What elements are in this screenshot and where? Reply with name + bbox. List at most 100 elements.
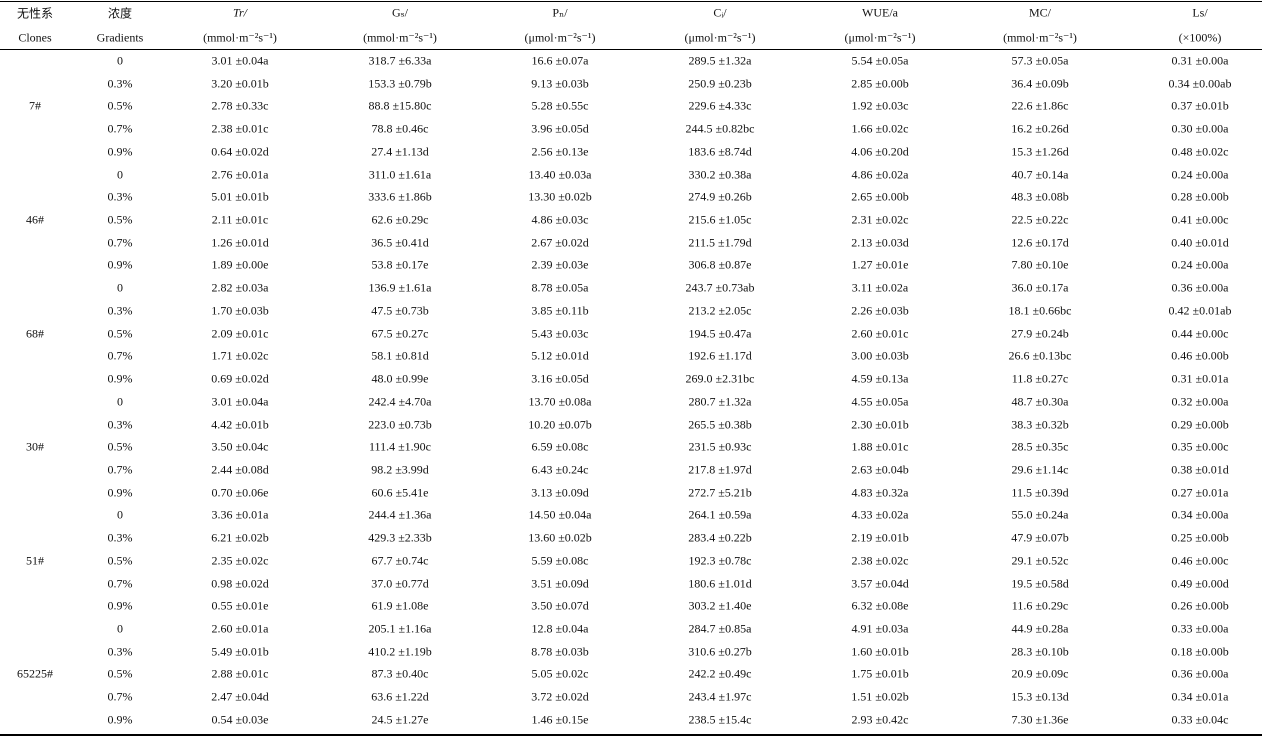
gradient-cell: 0.5% [107,212,133,227]
value-cell: 37.0 ±0.77d [371,576,429,591]
value-cell: 13.70 ±0.08a [528,394,592,409]
header-cell: (μmol·m⁻²s⁻¹) [844,30,916,45]
value-cell: 4.86 ±0.02a [851,167,909,182]
value-cell: 242.2 ±0.49c [688,666,752,681]
value-cell: 211.5 ±1.79d [688,235,752,250]
value-cell: 27.4 ±1.13d [371,144,429,159]
value-cell: 306.8 ±0.87e [688,257,752,272]
value-cell: 0.41 ±0.00c [1171,212,1229,227]
value-cell: 0.28 ±0.00b [1171,189,1229,204]
gradient-cell: 0.9% [107,371,133,386]
header-cell: Cᵢ/ [713,5,727,20]
value-cell: 12.6 ±0.17d [1011,235,1069,250]
value-cell: 11.6 ±0.29c [1011,598,1069,613]
value-cell: 0.46 ±0.00c [1171,553,1229,568]
clone-label: 51# [26,553,44,568]
value-cell: 14.50 ±0.04a [528,507,592,522]
header-cell: Ls/ [1192,5,1208,20]
value-cell: 2.85 ±0.00b [851,76,909,91]
value-cell: 26.6 ±0.13bc [1008,348,1072,363]
value-cell: 283.4 ±0.22b [688,530,752,545]
value-cell: 0.18 ±0.00b [1171,644,1229,659]
value-cell: 0.37 ±0.01b [1171,98,1229,113]
value-cell: 4.33 ±0.02a [851,507,909,522]
header-cell: Tr/ [232,5,248,20]
value-cell: 11.8 ±0.27c [1011,371,1069,386]
value-cell: 311.0 ±1.61a [368,167,432,182]
gradient-cell: 0.7% [107,235,133,250]
value-cell: 192.3 ±0.78c [688,553,752,568]
value-cell: 213.2 ±2.05c [688,303,752,318]
value-cell: 289.5 ±1.32a [688,53,752,68]
gradient-cell: 0.5% [107,666,133,681]
value-cell: 0.38 ±0.01d [1171,462,1229,477]
value-cell: 205.1 ±1.16a [368,621,432,636]
value-cell: 36.4 ±0.09b [1011,76,1069,91]
value-cell: 243.4 ±1.97c [688,689,752,704]
value-cell: 215.6 ±1.05c [688,212,752,227]
value-cell: 12.8 ±0.04a [531,621,589,636]
value-cell: 36.0 ±0.17a [1011,280,1069,295]
value-cell: 0.70 ±0.06e [211,485,269,500]
gradient-cell: 0.5% [107,98,133,113]
header-cell: Clones [18,30,52,45]
value-cell: 1.75 ±0.01b [851,666,909,681]
value-cell: 274.9 ±0.26b [688,189,752,204]
value-cell: 0.54 ±0.03e [211,712,269,727]
value-cell: 3.51 ±0.09d [531,576,589,591]
value-cell: 5.54 ±0.05a [851,53,909,68]
value-cell: 47.9 ±0.07b [1011,530,1069,545]
value-cell: 0.46 ±0.00b [1171,348,1229,363]
value-cell: 78.8 ±0.46c [371,121,429,136]
value-cell: 19.5 ±0.58d [1011,576,1069,591]
value-cell: 0.69 ±0.02d [211,371,269,386]
gradient-cell: 0.9% [107,712,133,727]
value-cell: 2.60 ±0.01a [211,621,269,636]
value-cell: 67.5 ±0.27c [371,326,429,341]
gradient-cell: 0.9% [107,257,133,272]
value-cell: 250.9 ±0.23b [688,76,752,91]
value-cell: 2.11 ±0.01c [211,212,269,227]
value-cell: 1.46 ±0.15e [531,712,589,727]
value-cell: 0.36 ±0.00a [1171,666,1229,681]
value-cell: 53.8 ±0.17e [371,257,429,272]
value-cell: 0.24 ±0.00a [1171,257,1229,272]
value-cell: 13.40 ±0.03a [528,167,592,182]
value-cell: 4.86 ±0.03c [531,212,589,227]
value-cell: 318.7 ±6.33a [368,53,432,68]
value-cell: 136.9 ±1.61a [368,280,432,295]
gradient-cell: 0.7% [107,462,133,477]
value-cell: 2.19 ±0.01b [851,530,909,545]
header-cell: (μmol·m⁻²s⁻¹) [524,30,596,45]
value-cell: 22.5 ±0.22c [1011,212,1069,227]
value-cell: 2.76 ±0.01a [211,167,269,182]
gradient-cell: 0.9% [107,598,133,613]
gradient-cell: 0.9% [107,485,133,500]
value-cell: 6.43 ±0.24c [531,462,589,477]
value-cell: 2.47 ±0.04d [211,689,269,704]
value-cell: 28.3 ±0.10b [1011,644,1069,659]
value-cell: 16.6 ±0.07a [531,53,589,68]
header-cell: Pₙ/ [552,5,568,20]
value-cell: 0.24 ±0.00a [1171,167,1229,182]
value-cell: 38.3 ±0.32b [1011,417,1069,432]
header-cell: Gₛ/ [391,5,409,20]
value-cell: 2.39 ±0.03e [531,257,589,272]
gradient-cell: 0.5% [107,326,133,341]
header-cell: (mmol·m⁻²s⁻¹) [1003,30,1077,45]
header-cell: Gradients [96,30,144,45]
value-cell: 303.2 ±1.40e [688,598,752,613]
value-cell: 272.7 ±5.21b [688,485,752,500]
value-cell: 4.55 ±0.05a [851,394,909,409]
value-cell: 4.91 ±0.03a [851,621,909,636]
value-cell: 153.3 ±0.79b [368,76,432,91]
value-cell: 2.78 ±0.33c [211,98,269,113]
gradient-cell: 0.7% [107,576,133,591]
value-cell: 5.43 ±0.03c [531,326,589,341]
value-cell: 2.30 ±0.01b [851,417,909,432]
value-cell: 1.70 ±0.03b [211,303,269,318]
value-cell: 13.60 ±0.02b [528,530,592,545]
value-cell: 44.9 ±0.28a [1011,621,1069,636]
value-cell: 63.6 ±1.22d [371,689,429,704]
value-cell: 1.60 ±0.01b [851,644,909,659]
